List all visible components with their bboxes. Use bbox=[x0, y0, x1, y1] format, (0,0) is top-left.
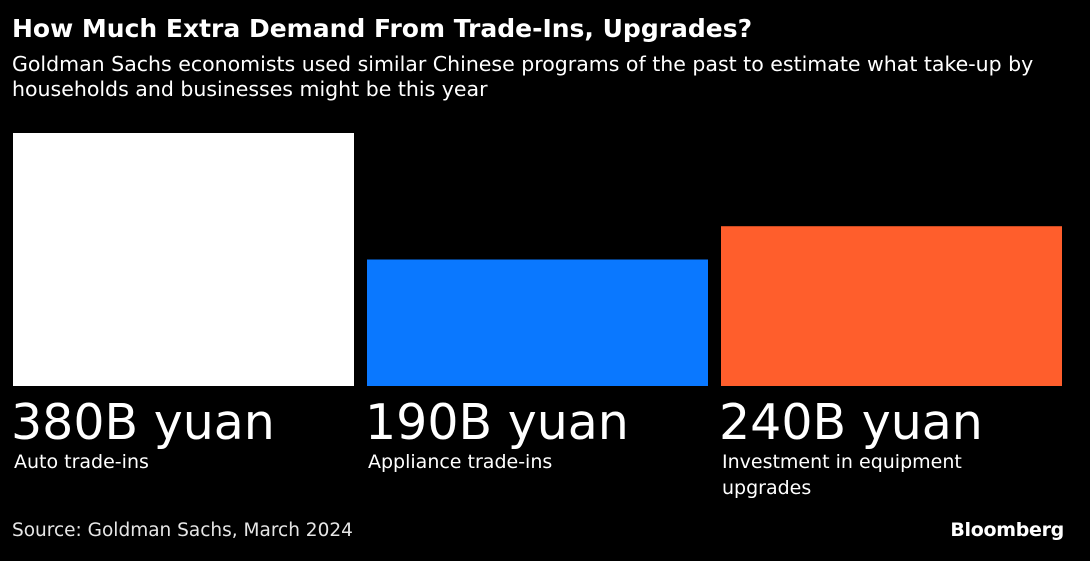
bloomberg-logo: Bloomberg bbox=[950, 519, 1064, 541]
bar-1 bbox=[13, 133, 354, 386]
chart-subtitle: Goldman Sachs economists used similar Ch… bbox=[12, 52, 1034, 101]
bar-3 bbox=[721, 226, 1062, 386]
value-label-3: 240B yuan bbox=[719, 394, 983, 451]
bar-2 bbox=[367, 259, 708, 386]
value-label-1: 380B yuan bbox=[11, 394, 275, 451]
category-label-3: Investment in equipment upgrades bbox=[722, 451, 962, 499]
value-label-2: 190B yuan bbox=[365, 394, 629, 451]
chart-title: How Much Extra Demand From Trade-Ins, Up… bbox=[12, 14, 753, 43]
category-label-1: Auto trade-ins bbox=[14, 451, 149, 473]
category-label-2: Appliance trade-ins bbox=[368, 451, 553, 473]
source-note: Source: Goldman Sachs, March 2024 bbox=[12, 520, 353, 541]
